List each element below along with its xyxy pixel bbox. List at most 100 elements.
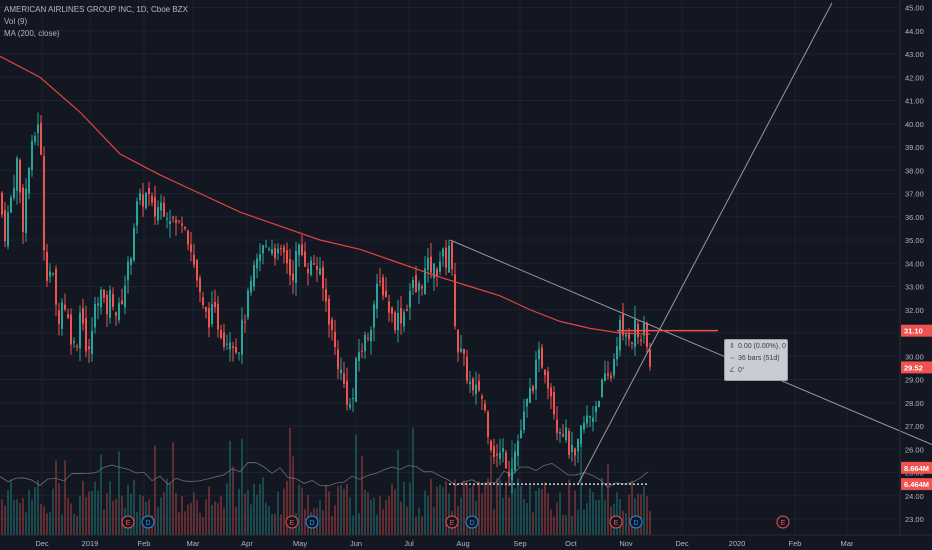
candle-body (166, 218, 168, 220)
volume-bar (412, 427, 414, 535)
volume-bar (547, 493, 549, 535)
volume-bar (130, 493, 132, 535)
legend-ma[interactable]: MA (200, close) (4, 29, 60, 38)
candle-body (622, 314, 624, 336)
volume-bar (76, 515, 78, 535)
earnings-event-marker[interactable]: E (609, 515, 623, 529)
x-tick-label: Dec (675, 539, 689, 548)
dividend-event-marker[interactable]: D (141, 515, 155, 529)
angle-icon: ∠ (729, 367, 736, 374)
volume-bar (421, 516, 423, 535)
earnings-event-marker[interactable]: E (121, 515, 135, 529)
candle-body (520, 430, 522, 439)
candle-body (406, 309, 408, 311)
legend-title[interactable]: AMERICAN AIRLINES GROUP INC, 1D, Cboe BZ… (4, 5, 188, 14)
volume-bar (514, 488, 516, 535)
candle-body (58, 310, 60, 324)
x-tick-label: Sep (513, 539, 526, 548)
volume-bar (226, 483, 228, 535)
volume-bar (649, 511, 651, 535)
volume-bar (181, 495, 183, 535)
candle-body (541, 347, 543, 368)
measure-angle: 0° (738, 367, 745, 374)
volume-bar (367, 492, 369, 535)
volume-bar (499, 479, 501, 535)
candle-body (220, 330, 222, 339)
y-tick-label: 43.00 (905, 50, 924, 59)
earnings-event-marker[interactable]: E (445, 515, 459, 529)
candle-body (154, 197, 156, 217)
candle-body (430, 256, 432, 273)
candle-body (571, 444, 573, 452)
volume-bar (103, 509, 105, 535)
candle-body (184, 227, 186, 229)
volume-bar (139, 494, 141, 535)
candle-body (298, 244, 300, 256)
volume-bar (196, 500, 198, 535)
candle-body (625, 334, 627, 337)
candle-body (16, 158, 18, 191)
candle-body (280, 248, 282, 250)
dividend-event-marker[interactable]: D (465, 515, 479, 529)
candle-body (37, 124, 39, 133)
candle-body (490, 440, 492, 451)
volume-bar (58, 483, 60, 535)
candle-body (61, 302, 63, 329)
volume-bar (646, 496, 648, 535)
earnings-event-marker[interactable]: E (285, 515, 299, 529)
volume-bar (487, 478, 489, 535)
candle-body (319, 268, 321, 275)
candle-body (64, 304, 66, 310)
candle-body (646, 323, 648, 347)
volume-bar (607, 464, 609, 535)
volume-bar (319, 500, 321, 535)
candle-body (493, 446, 495, 457)
volume-bar (172, 442, 174, 535)
x-tick-label: Dec (35, 539, 49, 548)
y-tick-label: 28.00 (905, 399, 924, 408)
price-label: 31.10 (904, 327, 923, 336)
volume-bar (70, 503, 72, 535)
earnings-event-marker[interactable]: E (776, 515, 790, 529)
candle-body (310, 260, 312, 275)
dividend-event-marker[interactable]: D (629, 515, 643, 529)
volume-bar (40, 504, 42, 535)
candle-body (115, 312, 117, 316)
volume-bar (331, 516, 333, 535)
volume-bar (304, 508, 306, 535)
candle-body (142, 194, 144, 207)
x-tick-label: Nov (619, 539, 633, 548)
price-label-bg (901, 361, 932, 374)
volume-bar (526, 502, 528, 535)
candle-body (631, 343, 633, 345)
y-tick-label: 29.00 (905, 376, 924, 385)
candle-body (421, 286, 423, 289)
candle-body (133, 227, 135, 261)
candle-body (397, 312, 399, 331)
candle-body (370, 330, 372, 342)
candle-body (565, 427, 567, 441)
x-tick-label: Feb (789, 539, 802, 548)
volume-bar (568, 479, 570, 535)
legend-volume[interactable]: Vol (9) (4, 17, 28, 26)
volume-bar (73, 513, 75, 535)
volume-bar (166, 478, 168, 535)
candle-body (415, 275, 417, 292)
candle-body (283, 247, 285, 253)
y-tick-label: 24.00 (905, 492, 924, 501)
candle-body (337, 349, 339, 370)
dividend-event-marker[interactable]: D (305, 515, 319, 529)
candle-body (568, 430, 570, 455)
candle-body (412, 280, 414, 288)
volume-bar (217, 503, 219, 535)
candle-body (169, 221, 171, 225)
volume-bar (31, 499, 33, 535)
candle-body (460, 348, 462, 352)
candle-body (481, 395, 483, 399)
candle-body (268, 248, 270, 250)
candle-body (28, 167, 30, 194)
volume-bar (361, 455, 363, 535)
